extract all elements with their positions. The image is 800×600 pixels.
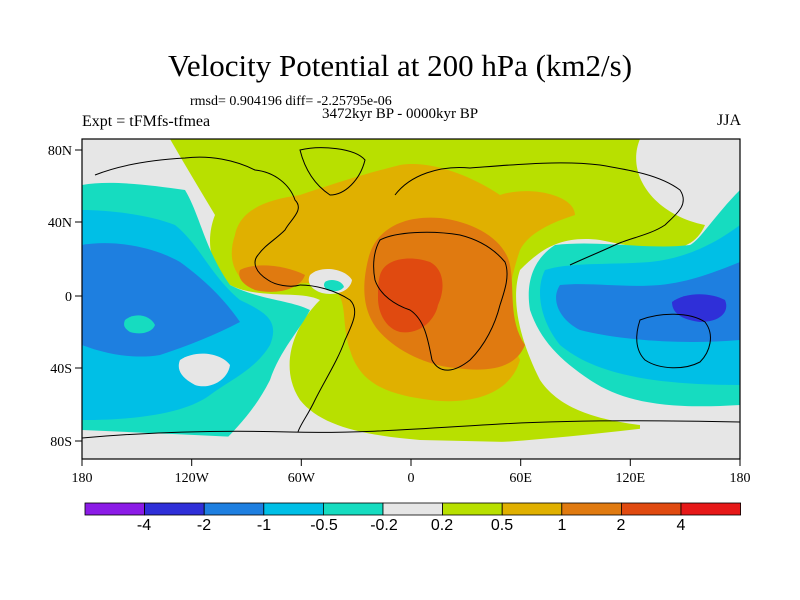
contour-field — [82, 139, 740, 459]
colorbar-box — [204, 503, 264, 515]
colorbar-boxes — [85, 503, 741, 515]
lat-tick-80s: 80S — [50, 435, 72, 450]
colorbar-box — [383, 503, 443, 515]
colorbar-box — [145, 503, 205, 515]
velocity-potential-map: 180 120W 60W 0 60E 120E 180 80N 40N 0 40… — [0, 0, 800, 600]
colorbar-box — [264, 503, 324, 515]
colorbar-labels: -4 -2 -1 -0.5 -0.2 0.2 0.5 1 2 4 — [137, 517, 686, 534]
colorbar-box — [621, 503, 681, 515]
lon-tick-120w: 120W — [175, 471, 210, 486]
lat-tick-0: 0 — [65, 290, 72, 305]
lat-tick-40s: 40S — [50, 362, 72, 377]
lon-tick-180w: 180 — [72, 471, 93, 486]
colorbar-label-neg2: -2 — [197, 517, 211, 534]
colorbar: -4 -2 -1 -0.5 -0.2 0.2 0.5 1 2 4 — [85, 503, 741, 534]
lat-tick-40n: 40N — [48, 216, 72, 231]
colorbar-label-4: 4 — [677, 517, 686, 534]
colorbar-box — [502, 503, 562, 515]
lat-tick-80n: 80N — [48, 144, 72, 159]
lat-tick-labels: 80N 40N 0 40S 80S — [48, 144, 72, 450]
colorbar-box — [85, 503, 145, 515]
colorbar-label-neg0-5: -0.5 — [310, 517, 338, 534]
lon-tick-120e: 120E — [616, 471, 646, 486]
colorbar-label-1: 1 — [558, 517, 567, 534]
colorbar-box — [681, 503, 741, 515]
lon-tick-60w: 60W — [288, 471, 316, 486]
colorbar-box — [323, 503, 383, 515]
colorbar-label-neg4: -4 — [137, 517, 151, 534]
lon-tick-labels: 180 120W 60W 0 60E 120E 180 — [72, 471, 751, 486]
colorbar-label-0-5: 0.5 — [491, 517, 513, 534]
lon-tick-180e: 180 — [730, 471, 751, 486]
colorbar-label-0-2: 0.2 — [431, 517, 453, 534]
colorbar-label-neg1: -1 — [257, 517, 271, 534]
lon-tick-0: 0 — [408, 471, 415, 486]
lon-tick-60e: 60E — [509, 471, 532, 486]
colorbar-label-2: 2 — [617, 517, 626, 534]
colorbar-box — [562, 503, 622, 515]
colorbar-label-neg0-2: -0.2 — [370, 517, 398, 534]
colorbar-box — [443, 503, 503, 515]
